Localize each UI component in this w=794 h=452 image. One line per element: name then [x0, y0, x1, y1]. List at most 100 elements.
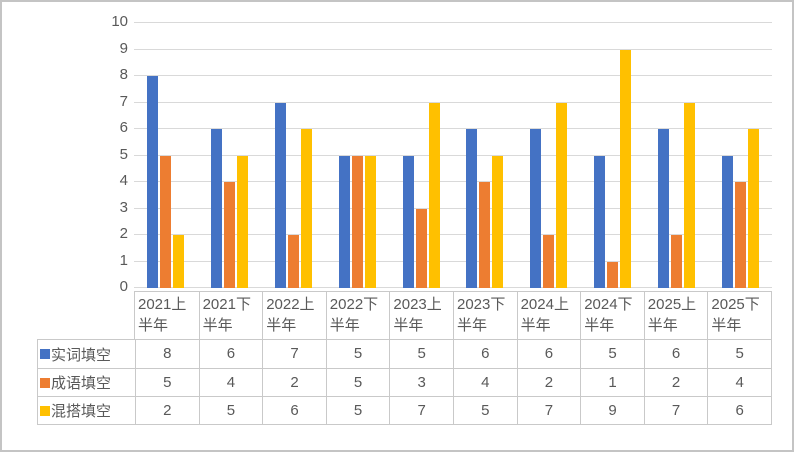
bar: [237, 155, 249, 288]
series-name: 成语填空: [51, 375, 112, 392]
value-cell: 5: [198, 396, 263, 424]
category-header-cell: 2024上半年: [516, 292, 581, 339]
value-cell: 4: [452, 368, 517, 396]
value-cell: 3: [389, 368, 453, 396]
bar: [288, 235, 299, 288]
y-tick-label: 4: [119, 172, 128, 189]
value-cell: 5: [580, 340, 644, 368]
value-cell: 5: [325, 396, 390, 424]
value-cell: 8: [135, 340, 199, 368]
bar: [211, 129, 223, 288]
y-tick-label: 5: [119, 145, 128, 163]
value-cell: 5: [325, 340, 390, 368]
value-cell: 7: [389, 396, 453, 424]
value-cell: 5: [707, 340, 771, 368]
y-tick-label: 8: [119, 66, 128, 83]
category-header-cell: 2022下半年: [325, 292, 390, 339]
category-header-cell: 2025上半年: [643, 292, 708, 339]
value-cell: 4: [707, 368, 771, 396]
value-cell: 9: [580, 396, 644, 424]
y-tick-label: 6: [119, 119, 128, 136]
bar: [338, 155, 350, 288]
value-cell: 6: [516, 340, 581, 368]
y-tick-label: 3: [119, 198, 128, 216]
series-label-cell: 成语填空: [38, 368, 135, 396]
value-cell: 7: [516, 396, 581, 424]
legend-swatch-icon: [40, 405, 50, 416]
bar: [607, 261, 618, 288]
value-cell: 6: [262, 396, 326, 424]
gridline: [134, 101, 772, 103]
value-cell: 7: [643, 396, 708, 424]
category-header-cell: 2023上半年: [389, 292, 453, 339]
y-tick-label: 9: [119, 39, 128, 57]
series-name: 实词填空: [51, 346, 112, 364]
bar: [479, 182, 491, 288]
value-cell: 1: [580, 368, 644, 396]
value-cell: 5: [389, 340, 453, 368]
series-name: 混搭填空: [51, 403, 112, 420]
value-cell: 6: [707, 396, 771, 424]
data-table-body: 实词填空 8 6 7 5 5 6 6 5 6 5 成语填空 5 4 2 5 3 4 2 1 2 4 混搭填空 2 5 6 5 7 5 7 9…: [37, 339, 772, 425]
series-label-cell: 实词填空: [38, 340, 135, 368]
gridline: [134, 48, 772, 50]
value-cell: 6: [643, 340, 708, 368]
gridline: [134, 128, 772, 129]
y-tick-label: 2: [119, 225, 128, 242]
bar: [734, 182, 746, 288]
value-cell: 2: [135, 396, 199, 424]
legend-swatch-icon: [40, 349, 50, 359]
value-cell: 4: [198, 368, 263, 396]
bar: [364, 155, 376, 288]
value-cell: 5: [452, 396, 517, 424]
legend-swatch-icon: [40, 377, 50, 388]
gridline: [134, 260, 772, 262]
bar: [530, 129, 542, 288]
y-tick-label: 7: [119, 92, 128, 110]
bar: [556, 102, 568, 288]
category-header-cell: 2022上半年: [262, 292, 326, 339]
bar: [160, 155, 172, 288]
gridline: [134, 181, 772, 182]
gridline: [134, 154, 772, 156]
y-tick-label: 1: [119, 251, 128, 269]
gridline: [134, 234, 772, 235]
bar: [351, 155, 363, 288]
value-cell: 2: [262, 368, 326, 396]
value-cell: 7: [262, 340, 326, 368]
data-table-header: 2021上半年 2021下半年 2022上半年 2022下半年 2023上半年 2023下…: [134, 291, 772, 339]
gridline: [134, 287, 772, 288]
value-cell: 5: [135, 368, 199, 396]
bar: [466, 129, 478, 288]
value-cell: 2: [643, 368, 708, 396]
category-header-cell: 2021下半年: [198, 292, 263, 339]
bar: [721, 155, 733, 288]
bar: [415, 208, 427, 288]
category-header-cell: 2023下半年: [452, 292, 517, 339]
bar: [594, 155, 605, 288]
gridline: [134, 22, 772, 23]
bar: [492, 155, 504, 288]
bar: [275, 102, 286, 288]
value-cell: 2: [516, 368, 581, 396]
bar: [224, 182, 236, 288]
series-label-cell: 混搭填空: [38, 396, 135, 424]
bar: [670, 235, 682, 288]
plot-area: [134, 22, 772, 288]
value-cell: 5: [325, 368, 390, 396]
gridline: [134, 207, 772, 209]
gridline: [134, 75, 772, 76]
value-cell: 6: [198, 340, 263, 368]
y-tick-label: 10: [111, 13, 128, 30]
y-axis: 0 1 2 3 4 5 6 7 8 9 10: [2, 13, 128, 295]
category-header-cell: 2024下半年: [580, 292, 644, 339]
bar: [428, 102, 440, 288]
category-header-cell: 2021上半年: [138, 296, 187, 334]
bar: [543, 235, 555, 288]
bar: [147, 76, 159, 288]
bar: [683, 102, 695, 288]
bar: [747, 129, 759, 288]
bar: [402, 155, 414, 288]
bar: [657, 129, 669, 288]
